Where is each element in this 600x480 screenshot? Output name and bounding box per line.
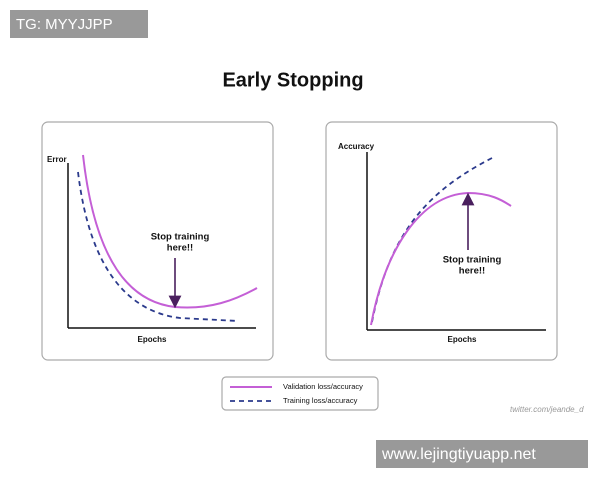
right-panel — [325, 121, 558, 361]
training-curve — [77, 171, 239, 322]
watermark: TG: MYYJJPP — [16, 16, 113, 33]
watermark-box — [10, 10, 148, 38]
validation-curve — [370, 191, 512, 326]
annotation: Stop training — [151, 232, 210, 243]
footer-watermark: www.lejingtiyuapp.net — [381, 446, 536, 463]
x-label: Epochs — [448, 335, 477, 344]
y-label: Accuracy — [338, 142, 375, 151]
credit: twitter.com/jeande_d — [510, 405, 584, 414]
title: Early Stopping — [222, 69, 363, 91]
validation-curve — [82, 154, 258, 309]
annotation: here!! — [167, 243, 193, 254]
legend-label: Validation loss/accuracy — [283, 382, 363, 391]
legend-label: Training loss/accuracy — [283, 396, 358, 405]
y-label: Error — [47, 155, 67, 164]
footer-watermark-box — [376, 440, 588, 468]
left-panel — [41, 121, 274, 361]
annotation: Stop training — [443, 255, 502, 266]
annotation: here!! — [459, 266, 485, 277]
x-label: Epochs — [138, 335, 167, 344]
